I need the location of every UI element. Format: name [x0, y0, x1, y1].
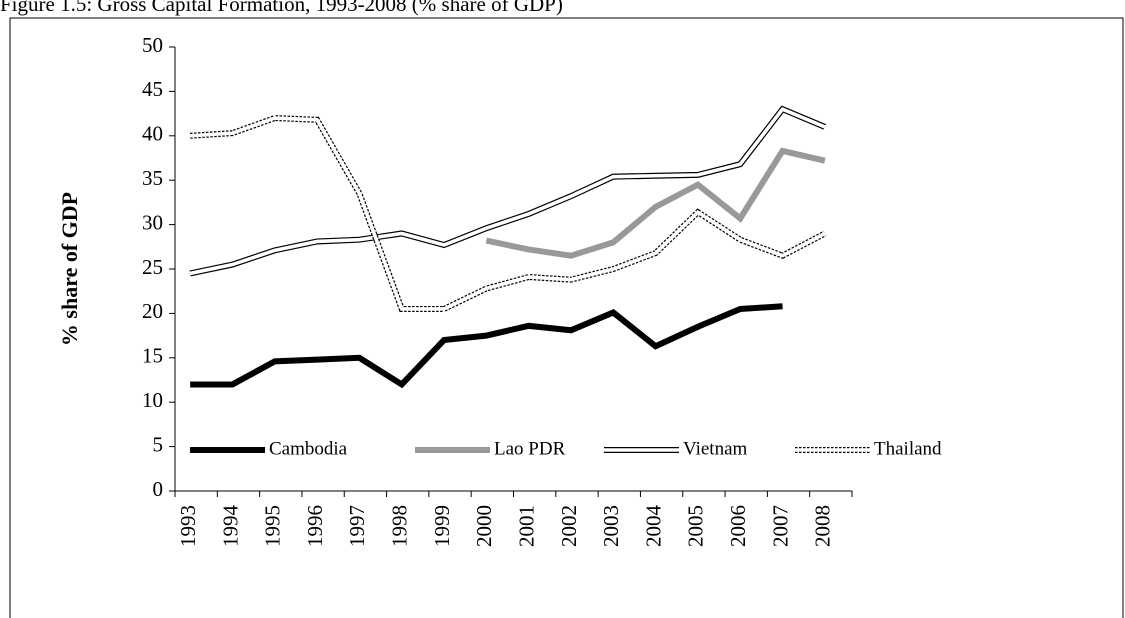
- x-tick-label: 1997: [345, 505, 369, 547]
- y-tick-label: 5: [153, 432, 164, 456]
- line: [190, 303, 783, 389]
- x-tick-label: 2008: [811, 505, 835, 547]
- x-tick-label: 2005: [684, 505, 708, 547]
- y-tick-label: 25: [142, 255, 163, 279]
- chart-title: Figure 1.5: Gross Capital Formation, 199…: [0, 0, 563, 16]
- frame: [9, 17, 1124, 618]
- line-inner: [190, 116, 826, 311]
- y-tick-label: 20: [142, 299, 163, 323]
- y-tick-label: 0: [153, 477, 164, 501]
- y-tick-label: 30: [142, 210, 163, 234]
- x-tick-label: 1998: [388, 505, 412, 547]
- y-tick-label: 10: [142, 388, 163, 412]
- y-tick-label: 50: [142, 33, 163, 57]
- x-tick-label: 2002: [557, 505, 581, 547]
- y-tick-label: 45: [142, 77, 163, 101]
- legend-label: Lao PDR: [494, 438, 566, 459]
- x-tick-label: 1995: [261, 505, 285, 547]
- x-tick-label: 1999: [430, 505, 454, 547]
- x-tick-label: 2001: [514, 505, 538, 547]
- x-tick-label: 2004: [641, 505, 665, 548]
- line: [485, 147, 826, 259]
- line-inner: [189, 106, 826, 276]
- x-tick-label: 1994: [218, 505, 242, 548]
- legend-label: Cambodia: [269, 438, 348, 459]
- x-tick-label: 2003: [599, 505, 623, 547]
- legend-label: Vietnam: [683, 438, 748, 459]
- y-tick-label: 40: [142, 122, 163, 146]
- legend-label: Thailand: [874, 438, 942, 459]
- y-axis-label: % share of GDP: [57, 192, 82, 346]
- x-tick-label: 2006: [726, 505, 750, 547]
- x-tick-label: 1996: [303, 505, 327, 547]
- x-tick-label: 2007: [768, 505, 792, 547]
- x-tick-label: 2000: [472, 505, 496, 547]
- y-tick-label: 15: [142, 344, 163, 368]
- y-tick-label: 35: [142, 166, 163, 190]
- x-tick-label: 1993: [176, 505, 200, 547]
